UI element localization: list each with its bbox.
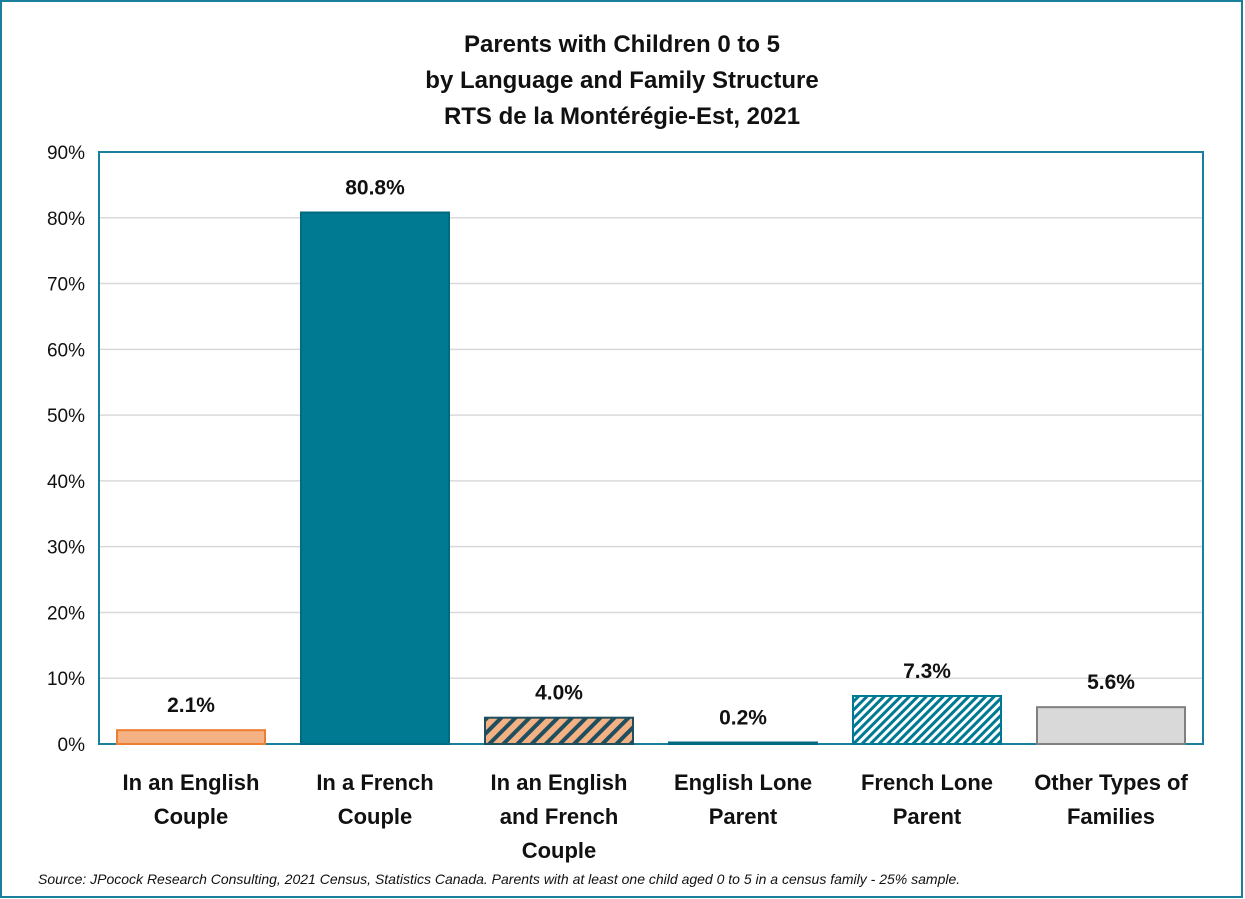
x-category-label: In a French	[316, 770, 433, 795]
bar	[1036, 706, 1186, 745]
chart-title: Parents with Children 0 to 5 by Language …	[425, 31, 818, 130]
y-tick-label: 20%	[47, 603, 85, 624]
x-category-label: Couple	[522, 838, 597, 863]
data-label: 5.6%	[1087, 671, 1135, 694]
data-label: 80.8%	[345, 177, 405, 200]
data-labels: 2.1% 80.8% 4.0% 0.2% 7.3% 5.6%	[167, 177, 1135, 730]
chart-title-line: Parents with Children 0 to 5	[464, 31, 780, 58]
y-tick-label: 50%	[47, 406, 85, 427]
y-tick-label: 90%	[47, 143, 85, 164]
data-label: 2.1%	[167, 694, 215, 717]
chart-title-line: by Language and Family Structure	[425, 67, 818, 94]
y-tick-label: 10%	[47, 669, 85, 690]
y-tick-label: 30%	[47, 538, 85, 559]
data-label: 4.0%	[535, 682, 583, 705]
x-category-label: French Lone	[861, 770, 993, 795]
y-tick-label: 70%	[47, 275, 85, 296]
x-category-label: In an English	[123, 770, 260, 795]
x-category-label: Couple	[338, 804, 413, 829]
x-category-label: Parent	[709, 804, 778, 829]
x-category-label: English Lone	[674, 770, 812, 795]
plot-area-border	[98, 151, 1204, 745]
gridlines	[99, 217, 1203, 679]
bar	[668, 741, 818, 745]
x-category-label: and French	[500, 804, 619, 829]
x-category-label: Parent	[893, 804, 962, 829]
y-axis-ticks: 0% 10% 20% 30% 40% 50% 60% 70% 80% 90%	[47, 143, 85, 756]
bars	[116, 211, 1186, 746]
bar	[300, 211, 450, 745]
y-tick-label: 80%	[47, 209, 85, 230]
bar	[116, 729, 266, 745]
x-category-label: Families	[1067, 804, 1155, 829]
chart-title-line: RTS de la Montérégie-Est, 2021	[444, 103, 800, 130]
y-tick-label: 0%	[58, 735, 86, 756]
y-tick-label: 40%	[47, 472, 85, 493]
x-category-label: In an English	[491, 770, 628, 795]
source-note: Source: JPocock Research Consulting, 202…	[38, 871, 961, 887]
data-label: 0.2%	[719, 707, 767, 730]
bar	[484, 716, 634, 746]
data-label: 7.3%	[903, 660, 951, 683]
x-category-label: Other Types of	[1034, 770, 1188, 795]
y-tick-label: 60%	[47, 340, 85, 361]
x-category-label: Couple	[154, 804, 229, 829]
bar	[852, 694, 1002, 746]
x-axis-categories: In an English Couple In a French Couple In a…	[123, 770, 1189, 863]
